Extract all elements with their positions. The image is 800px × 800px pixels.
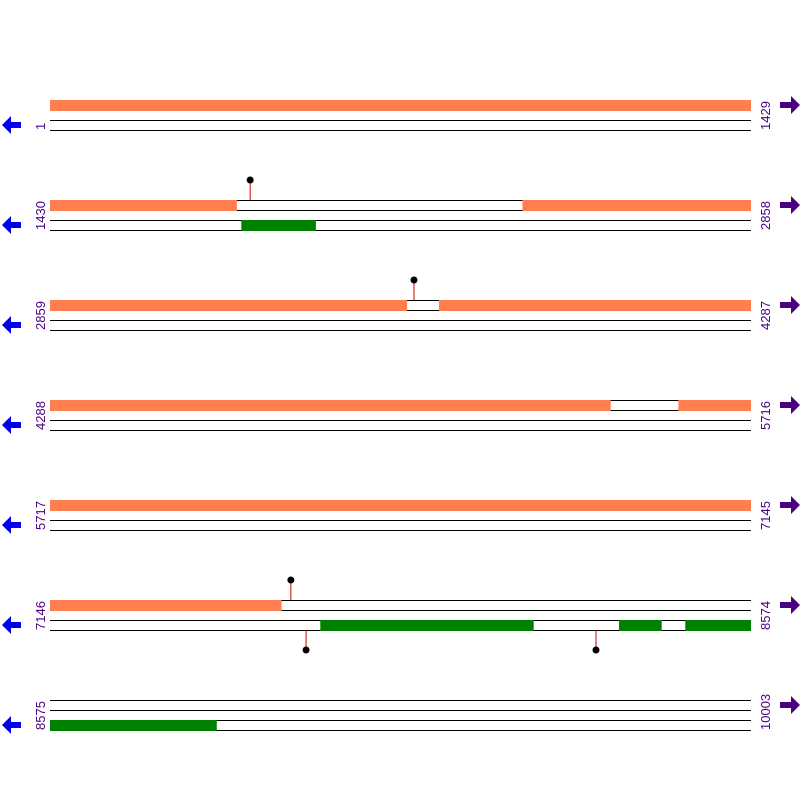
arrow-right-icon bbox=[780, 196, 800, 214]
forward-feature bbox=[50, 100, 751, 111]
row-end-coordinate: 7145 bbox=[758, 501, 773, 530]
forward-feature bbox=[522, 200, 751, 211]
reverse-feature bbox=[619, 620, 662, 631]
site-marker-icon bbox=[302, 646, 310, 654]
arrow-left-icon bbox=[2, 416, 21, 434]
reverse-feature bbox=[241, 220, 316, 231]
sequence-row: 8575 10003 bbox=[2, 694, 800, 734]
row-start-coordinate: 1430 bbox=[33, 201, 48, 230]
site-marker-icon bbox=[246, 176, 254, 184]
forward-feature bbox=[50, 400, 611, 411]
sequence-row: 5717 7145 bbox=[2, 496, 800, 534]
arrow-left-icon bbox=[2, 716, 21, 734]
site-marker-icon bbox=[592, 646, 600, 654]
row-end-coordinate: 2858 bbox=[758, 201, 773, 230]
forward-feature bbox=[50, 300, 408, 311]
row-start-coordinate: 2859 bbox=[33, 301, 48, 330]
row-start-coordinate: 8575 bbox=[33, 701, 48, 730]
arrow-left-icon bbox=[2, 516, 21, 534]
forward-feature bbox=[439, 300, 751, 311]
sequence-row: 1 1429 bbox=[2, 96, 800, 134]
arrow-right-icon bbox=[780, 496, 800, 514]
reverse-feature bbox=[685, 620, 751, 631]
row-end-coordinate: 8574 bbox=[758, 601, 773, 630]
forward-feature bbox=[678, 400, 751, 411]
row-end-coordinate: 5716 bbox=[758, 401, 773, 430]
reverse-feature bbox=[50, 720, 217, 731]
arrow-left-icon bbox=[2, 616, 21, 634]
row-end-coordinate: 4287 bbox=[758, 301, 773, 330]
row-start-coordinate: 1 bbox=[33, 123, 48, 130]
reverse-feature bbox=[320, 620, 534, 631]
arrow-right-icon bbox=[780, 696, 800, 714]
arrow-left-icon bbox=[2, 116, 21, 134]
site-marker-icon bbox=[287, 576, 295, 584]
forward-feature bbox=[50, 200, 237, 211]
site-marker-icon bbox=[410, 276, 418, 284]
arrow-left-icon bbox=[2, 216, 21, 234]
arrow-right-icon bbox=[780, 396, 800, 414]
row-end-coordinate: 10003 bbox=[758, 694, 773, 730]
sequence-row: 2859 4287 bbox=[2, 276, 800, 334]
sequence-row: 4288 5716 bbox=[2, 396, 800, 434]
sequence-row: 7146 8574 bbox=[2, 576, 800, 654]
forward-feature bbox=[50, 500, 751, 511]
arrow-left-icon bbox=[2, 316, 21, 334]
row-start-coordinate: 4288 bbox=[33, 401, 48, 430]
forward-feature bbox=[50, 600, 282, 611]
arrow-right-icon bbox=[780, 296, 800, 314]
sequence-row: 1430 2858 bbox=[2, 176, 800, 234]
row-start-coordinate: 7146 bbox=[33, 601, 48, 630]
row-end-coordinate: 1429 bbox=[758, 101, 773, 130]
row-start-coordinate: 5717 bbox=[33, 501, 48, 530]
arrow-right-icon bbox=[780, 96, 800, 114]
arrow-right-icon bbox=[780, 596, 800, 614]
